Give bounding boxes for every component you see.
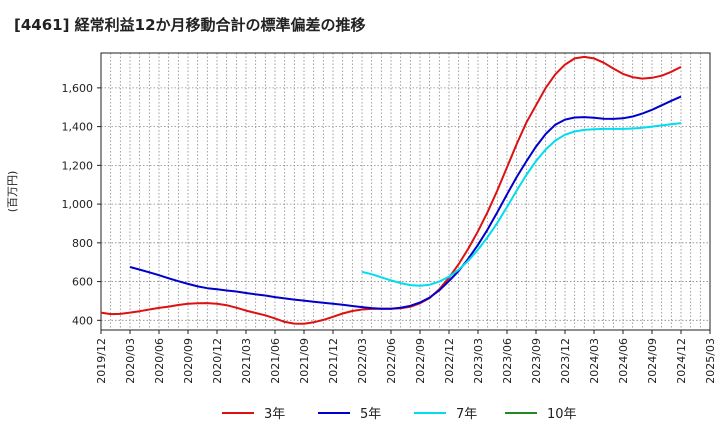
x-axis-ticks: 2019/12 2020/03 2020/06 2020/09 2020/12 2021/… <box>95 330 717 384</box>
y-tick-label: 600 <box>72 276 93 289</box>
x-tick-label: 2020/03 <box>124 338 137 384</box>
y-tick-label: 1,600 <box>62 82 94 95</box>
x-tick-label: 2022/09 <box>414 338 427 384</box>
y-tick-label: 800 <box>72 237 93 250</box>
series-lines <box>100 55 682 325</box>
x-tick-label: 2021/09 <box>298 338 311 384</box>
x-tick-label: 2023/03 <box>472 338 485 384</box>
legend-label: 10年 <box>547 407 577 422</box>
x-tick-label: 2022/06 <box>385 338 398 384</box>
x-tick-label: 2024/09 <box>646 338 659 384</box>
x-tick-label: 2019/12 <box>95 338 108 384</box>
x-tick-label: 2024/03 <box>588 338 601 384</box>
series-line <box>129 95 682 310</box>
y-axis-label: (百万円) <box>6 171 19 213</box>
series-line <box>361 122 682 287</box>
y-tick-label: 1,000 <box>62 198 94 211</box>
x-tick-label: 2022/03 <box>356 338 369 384</box>
chart-title: [4461] 経常利益12か月移動合計の標準偏差の推移 <box>14 16 366 34</box>
legend-label: 3年 <box>264 407 285 422</box>
x-tick-label: 2023/12 <box>559 338 572 384</box>
x-tick-label: 2024/12 <box>675 338 688 384</box>
x-tick-label: 2021/06 <box>269 338 282 384</box>
legend-label: 7年 <box>456 407 477 422</box>
y-tick-label: 400 <box>72 314 93 327</box>
x-tick-label: 2021/03 <box>240 338 253 384</box>
x-tick-label: 2021/12 <box>327 338 340 384</box>
x-tick-label: 2023/06 <box>501 338 514 384</box>
legend-label: 5年 <box>360 407 381 422</box>
x-tick-label: 2022/12 <box>443 338 456 384</box>
y-axis-ticks: 400 600 800 1,000 1,200 1,400 1,600 <box>62 82 101 327</box>
y-tick-label: 1,400 <box>62 121 94 134</box>
legend: 3年 5年 7年 10年 <box>222 407 577 422</box>
x-tick-label: 2025/03 <box>704 338 717 384</box>
x-tick-label: 2023/09 <box>530 338 543 384</box>
x-tick-label: 2024/06 <box>617 338 630 384</box>
y-tick-label: 1,200 <box>62 159 94 172</box>
x-tick-label: 2020/09 <box>182 338 195 384</box>
plot-area <box>100 52 711 331</box>
grid-lines <box>100 53 711 330</box>
x-tick-label: 2020/12 <box>211 338 224 384</box>
x-tick-label: 2020/06 <box>153 338 166 384</box>
